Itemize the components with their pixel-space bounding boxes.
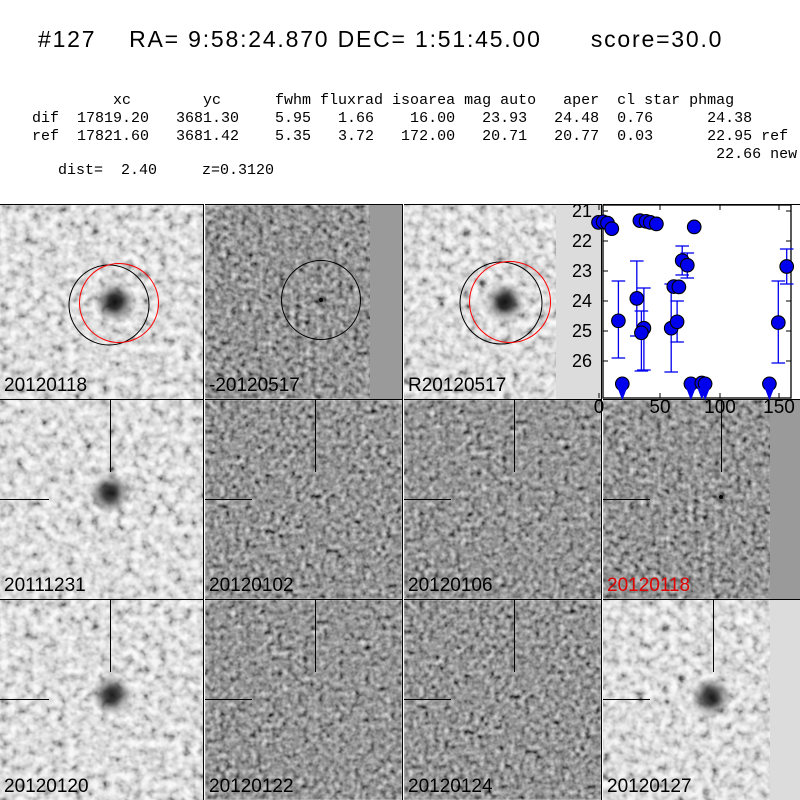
svg-text:50: 50: [649, 397, 670, 418]
svg-text:26: 26: [572, 351, 592, 371]
svg-text:22: 22: [572, 231, 592, 251]
svg-text:0: 0: [594, 397, 605, 418]
svg-text:24: 24: [572, 291, 592, 311]
svg-text:23: 23: [572, 261, 592, 281]
svg-text:25: 25: [572, 321, 592, 341]
svg-text:150: 150: [763, 397, 795, 418]
svg-text:21: 21: [572, 201, 592, 221]
svg-text:100: 100: [704, 397, 736, 418]
